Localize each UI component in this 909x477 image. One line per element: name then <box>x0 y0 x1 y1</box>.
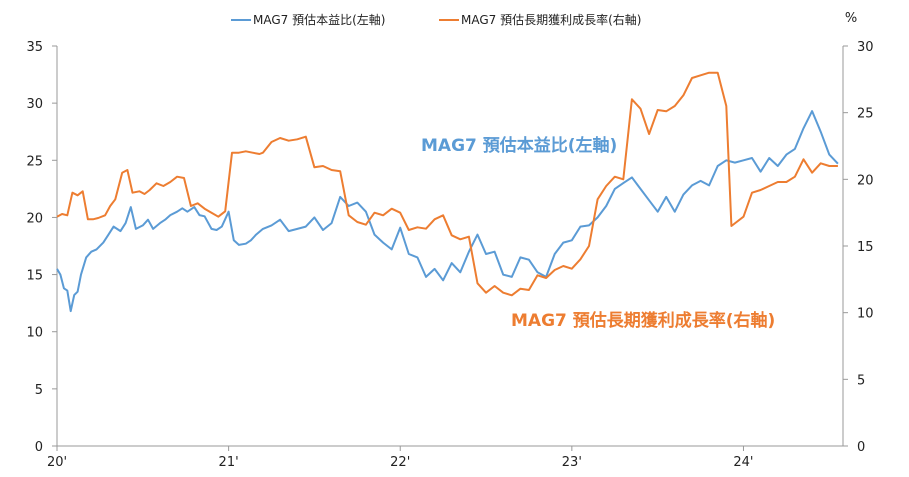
annotation-pe: MAG7 預估本益比(左軸) <box>421 135 617 156</box>
legend-item-growth: MAG7 預估長期獲利成長率(右軸) <box>439 12 641 27</box>
x-tick-label: 20' <box>47 455 67 470</box>
legend: MAG7 預估本益比(左軸) MAG7 預估長期獲利成長率(右軸) <box>231 12 641 27</box>
right-y-tick-labels: 0 5 10 15 20 25 30 <box>843 40 874 455</box>
left-y-tick-label: 35 <box>26 40 43 55</box>
series-layer <box>56 71 839 313</box>
series-line-1 <box>56 71 838 297</box>
x-tick-label: 22' <box>390 455 410 470</box>
x-tick-label: 23' <box>562 455 582 470</box>
right-y-tick-label: 15 <box>857 240 874 255</box>
series-line-0 <box>56 110 839 313</box>
right-axis-unit-label: % <box>845 11 857 26</box>
right-y-tick-label: 0 <box>857 440 865 455</box>
right-y-tick-label: 25 <box>857 107 874 122</box>
left-y-tick-label: 20 <box>26 211 43 226</box>
legend-item-pe: MAG7 預估本益比(左軸) <box>231 12 385 27</box>
left-y-tick-label: 5 <box>35 383 43 398</box>
left-y-tick-label: 25 <box>26 154 43 169</box>
left-y-tick-label: 30 <box>26 97 43 112</box>
legend-label-growth: MAG7 預估長期獲利成長率(右軸) <box>461 12 641 27</box>
left-y-tick-labels: 0 5 10 15 20 25 30 35 <box>26 40 57 455</box>
legend-label-pe: MAG7 預估本益比(左軸) <box>253 12 385 27</box>
left-y-tick-label: 0 <box>35 440 43 455</box>
left-y-tick-label: 10 <box>26 326 43 341</box>
left-y-tick-label: 15 <box>26 269 43 284</box>
x-tick-label: 21' <box>219 455 239 470</box>
right-y-tick-label: 5 <box>857 373 865 388</box>
plot-area: 0 5 10 15 20 25 30 35 0 5 10 15 20 25 30 20' 21' 22' 23'… <box>26 11 873 470</box>
annotation-growth: MAG7 預估長期獲利成長率(右軸) <box>511 310 775 331</box>
right-y-tick-label: 20 <box>857 173 874 188</box>
right-y-tick-label: 30 <box>857 40 874 55</box>
right-y-tick-label: 10 <box>857 307 874 322</box>
x-tick-labels: 20' 21' 22' 23' 24' <box>47 446 754 470</box>
x-tick-label: 24' <box>733 455 753 470</box>
